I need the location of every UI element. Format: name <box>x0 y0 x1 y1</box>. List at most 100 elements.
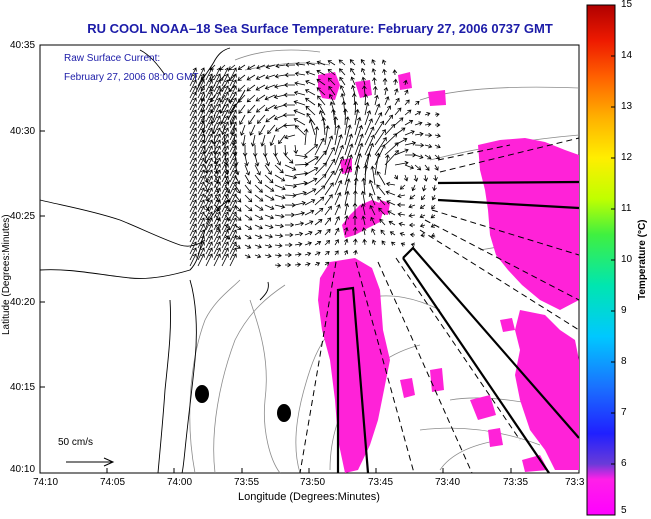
current-vector <box>314 126 320 146</box>
legend-line-1: Raw Surface Current: <box>64 53 161 64</box>
current-vector <box>368 179 376 196</box>
current-vector <box>274 213 285 219</box>
colorbar-tick-label: 14 <box>621 50 633 61</box>
current-vector <box>384 105 391 116</box>
current-vector <box>434 154 440 160</box>
current-vector <box>213 163 221 177</box>
current-vector <box>197 121 205 135</box>
transect-dashed-lines <box>299 137 580 474</box>
current-vector <box>283 92 296 98</box>
current-vector <box>304 241 312 246</box>
current-vector <box>285 62 296 68</box>
map-title: RU COOL NOAA–18 Sea Surface Temperature:… <box>87 21 553 36</box>
current-vector <box>197 139 205 153</box>
current-vector <box>304 230 313 236</box>
current-vector <box>333 116 339 136</box>
current-vector <box>350 76 356 86</box>
current-vector <box>189 181 197 195</box>
current-vector <box>344 165 352 186</box>
current-vector <box>244 174 251 185</box>
current-vector <box>293 144 299 155</box>
current-vector <box>221 134 227 146</box>
current-vector <box>205 139 213 153</box>
current-vector <box>304 188 317 196</box>
current-vector <box>431 204 436 210</box>
current-vector <box>254 214 264 220</box>
current-vector <box>334 215 340 226</box>
current-vector <box>189 217 197 231</box>
current-vector <box>264 174 274 184</box>
current-vector <box>213 121 221 135</box>
current-vector <box>229 157 237 171</box>
current-vector <box>414 154 424 159</box>
current-vector <box>213 157 221 171</box>
current-vector <box>305 97 316 106</box>
transect-solid-lines <box>336 180 580 474</box>
current-vector <box>205 163 213 177</box>
current-vector <box>189 187 197 201</box>
current-vector <box>284 232 294 238</box>
current-vector <box>234 184 241 194</box>
current-vector <box>294 180 308 186</box>
current-vector <box>324 146 335 166</box>
current-vector <box>397 212 406 217</box>
current-vector <box>213 151 221 165</box>
current-vector <box>384 154 390 176</box>
current-vector <box>205 175 213 189</box>
current-vector <box>197 211 205 225</box>
current-vector <box>229 109 237 123</box>
current-vector <box>379 218 386 226</box>
current-vector <box>205 121 213 135</box>
current-vector <box>414 121 423 126</box>
current-vector <box>314 196 325 206</box>
current-vector <box>374 103 381 116</box>
current-vector <box>354 108 360 126</box>
current-vector <box>344 124 352 146</box>
current-vector <box>414 131 424 137</box>
current-vector <box>324 182 334 196</box>
current-vector <box>213 181 221 195</box>
current-vector <box>274 174 286 182</box>
current-vector <box>305 61 316 66</box>
current-vector <box>189 115 197 129</box>
current-vector <box>221 253 229 267</box>
current-vector <box>274 253 282 258</box>
current-vector <box>255 94 266 102</box>
current-vector <box>351 84 356 96</box>
current-vector <box>213 229 221 243</box>
current-vector <box>205 211 213 225</box>
current-vector <box>274 243 283 248</box>
current-vector <box>269 134 276 147</box>
current-vector <box>189 241 197 255</box>
current-vector <box>294 200 306 206</box>
current-vector <box>189 67 197 81</box>
current-vector <box>293 90 306 96</box>
current-vector <box>293 100 306 106</box>
current-vector <box>316 78 326 86</box>
current-vector <box>353 249 358 256</box>
y-axis-label-text: Latitude (Degrees:Minutes) <box>1 214 12 335</box>
current-vector <box>378 207 386 216</box>
current-vector <box>254 204 264 211</box>
current-vector <box>213 205 221 219</box>
current-vector <box>399 232 406 237</box>
current-vector <box>316 69 326 76</box>
y-tick-label: 40:20 <box>10 297 36 308</box>
current-vector <box>284 193 297 198</box>
current-vector <box>237 64 246 70</box>
current-vector <box>392 69 398 76</box>
current-vector <box>189 133 197 147</box>
current-vector <box>431 232 436 238</box>
current-vector <box>197 97 205 111</box>
current-vector <box>421 194 426 201</box>
current-vector <box>410 242 416 248</box>
current-vector <box>213 145 221 159</box>
current-vector <box>327 69 336 76</box>
current-vector <box>314 207 324 216</box>
current-vector <box>371 59 376 66</box>
current-vector <box>371 68 377 76</box>
current-vector <box>284 154 294 164</box>
current-vector <box>394 117 404 126</box>
current-vector <box>284 164 297 171</box>
current-vector <box>369 204 376 216</box>
